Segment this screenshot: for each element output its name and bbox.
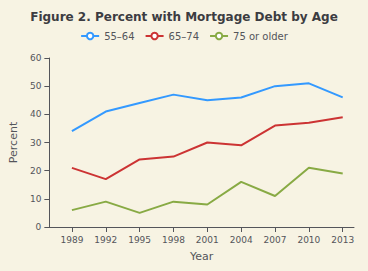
svg-text:60: 60	[30, 53, 42, 63]
svg-text:1989: 1989	[60, 235, 83, 245]
svg-text:2001: 2001	[196, 235, 219, 245]
svg-text:2007: 2007	[264, 235, 287, 245]
svg-text:65–74: 65–74	[169, 31, 199, 42]
svg-text:Percent: Percent	[7, 121, 20, 163]
svg-text:Figure 2. Percent with Mortgag: Figure 2. Percent with Mortgage Debt by …	[30, 10, 338, 24]
svg-text:0: 0	[36, 222, 42, 232]
svg-text:55–64: 55–64	[104, 31, 134, 42]
svg-text:20: 20	[30, 166, 42, 176]
svg-text:30: 30	[30, 138, 42, 148]
svg-text:1995: 1995	[128, 235, 151, 245]
svg-text:10: 10	[30, 194, 42, 204]
svg-text:2013: 2013	[331, 235, 354, 245]
svg-text:1998: 1998	[162, 235, 185, 245]
svg-text:50: 50	[30, 81, 42, 91]
svg-text:Year: Year	[189, 250, 214, 263]
svg-text:2004: 2004	[230, 235, 253, 245]
svg-text:40: 40	[30, 109, 42, 119]
svg-text:2010: 2010	[297, 235, 320, 245]
svg-text:1992: 1992	[94, 235, 117, 245]
svg-text:75 or older: 75 or older	[233, 31, 289, 42]
